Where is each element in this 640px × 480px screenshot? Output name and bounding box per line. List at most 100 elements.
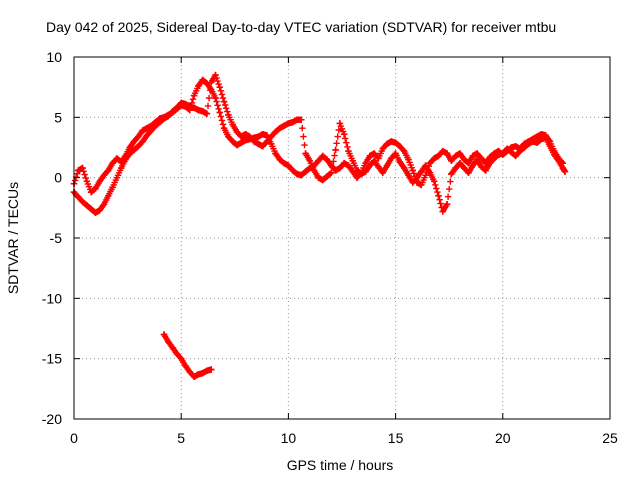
chart-title: Day 042 of 2025, Sidereal Day-to-day VTE… — [46, 19, 556, 35]
data-point — [396, 158, 404, 166]
data-point — [203, 80, 211, 87]
data-point — [135, 143, 142, 150]
data-point — [276, 156, 284, 163]
data-point — [452, 152, 459, 160]
data-point — [83, 202, 91, 209]
data-point — [139, 127, 146, 134]
data-point — [396, 143, 404, 150]
data-point — [469, 162, 476, 169]
data-point — [418, 181, 425, 189]
data-point — [203, 110, 211, 117]
data-point — [332, 146, 339, 154]
x-tick-label: 25 — [602, 430, 618, 446]
data-point — [255, 133, 262, 140]
data-point — [165, 112, 172, 120]
data-point — [186, 368, 193, 376]
data-point — [212, 71, 219, 79]
data-point — [430, 178, 438, 185]
data-point — [422, 162, 429, 169]
y-axis: -20 -15 -10 -5 0 5 10 — [42, 49, 610, 427]
data-point — [418, 168, 425, 175]
data-point — [285, 120, 292, 127]
data-point — [508, 149, 515, 156]
data-point — [561, 168, 569, 175]
data-point — [126, 144, 133, 151]
data-point — [383, 140, 391, 148]
data-point — [340, 131, 348, 138]
data-point — [113, 174, 121, 181]
data-point — [126, 150, 133, 157]
data-point — [289, 118, 296, 126]
data-point — [353, 174, 361, 181]
data-point — [362, 168, 369, 175]
y-axis-label: SDTVAR / TECUs — [5, 182, 21, 294]
data-point — [268, 140, 275, 148]
data-point — [178, 355, 185, 362]
data-point — [319, 176, 326, 184]
data-point — [486, 153, 494, 161]
data-point — [165, 338, 172, 345]
data-point — [203, 367, 211, 374]
data-point — [242, 137, 249, 144]
data-point — [169, 344, 176, 352]
x-tick-label: 20 — [495, 430, 511, 446]
data-point — [349, 168, 356, 175]
data-point — [186, 103, 193, 110]
data-point — [246, 133, 254, 140]
data-point — [409, 179, 416, 186]
data-point — [272, 150, 279, 157]
y-tick-label: -20 — [42, 411, 62, 427]
data-point — [473, 156, 481, 163]
x-tick-label: 10 — [281, 430, 297, 446]
data-point — [263, 132, 271, 139]
data-point — [422, 172, 429, 179]
data-point — [503, 145, 511, 152]
data-point — [345, 147, 352, 155]
data-point — [323, 156, 331, 163]
data-point — [435, 192, 442, 199]
data-point — [173, 350, 181, 358]
data-point — [195, 82, 202, 90]
data-point — [83, 178, 91, 185]
data-point — [400, 164, 408, 172]
data-point — [229, 138, 236, 145]
data-point — [96, 178, 103, 185]
data-point — [405, 172, 412, 179]
x-axis: 0 5 10 15 20 25 — [70, 57, 618, 446]
data-point — [306, 157, 314, 164]
data-point — [182, 100, 189, 108]
data-point — [130, 146, 138, 154]
data-point — [328, 169, 335, 177]
data-point — [559, 164, 567, 172]
data-point — [195, 106, 202, 114]
data-point — [238, 139, 245, 146]
data-point — [443, 150, 451, 157]
data-point — [293, 170, 301, 178]
data-point — [461, 164, 468, 172]
data-point — [370, 157, 378, 164]
data-point — [92, 185, 99, 192]
data-point — [430, 155, 438, 162]
data-point — [379, 169, 386, 177]
data-point — [353, 167, 361, 174]
data-point — [199, 369, 206, 377]
data-point — [546, 143, 554, 150]
data-point — [87, 188, 95, 196]
y-tick-label: 10 — [46, 49, 62, 65]
data-point — [117, 164, 125, 172]
x-axis-label: GPS time / hours — [287, 457, 394, 473]
data-point — [491, 155, 498, 162]
data-point — [220, 98, 228, 105]
data-point — [135, 133, 142, 140]
data-point — [405, 156, 412, 163]
data-point — [465, 169, 472, 177]
data-point — [100, 172, 108, 179]
data-point — [323, 173, 331, 180]
data-point — [435, 152, 442, 160]
data-point — [220, 124, 228, 132]
data-point — [473, 150, 481, 157]
data-point — [105, 192, 112, 199]
data-point — [79, 198, 86, 205]
